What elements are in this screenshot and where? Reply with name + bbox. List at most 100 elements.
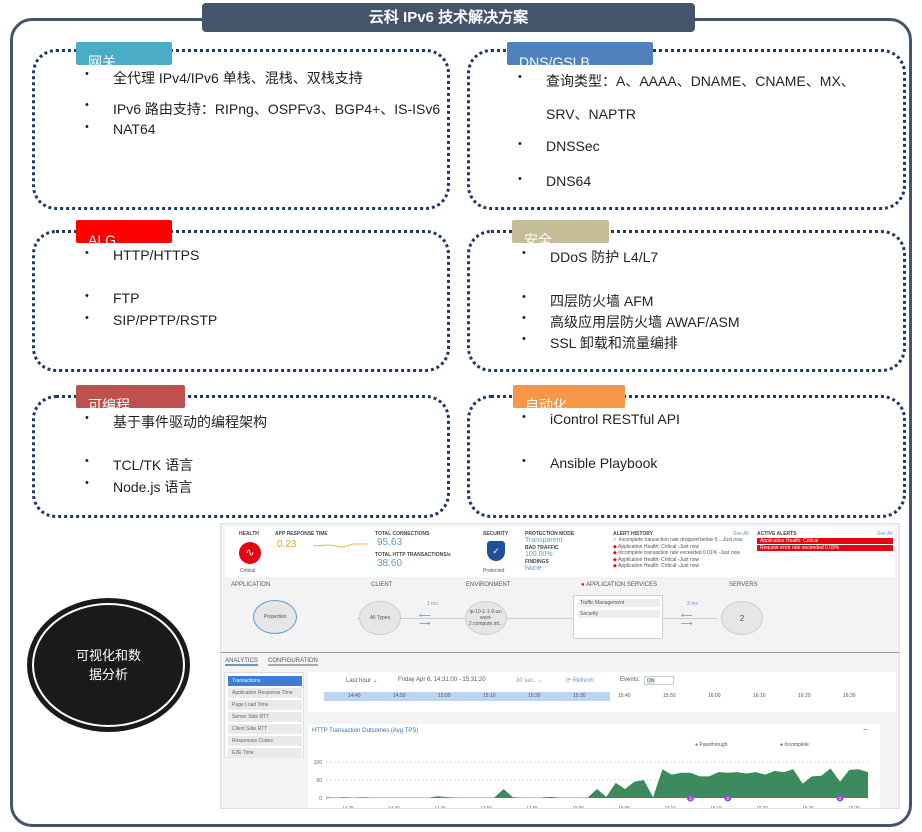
x-tick-label: 14:50 <box>480 805 492 809</box>
chart-title: HTTP Transaction Outcomes (Avg TPS) <box>312 728 419 734</box>
application-heading: APPLICATION <box>231 582 271 588</box>
section-item: • SSL 卸载和流量编排 <box>522 333 678 351</box>
all-types-node[interactable]: All Types <box>359 601 401 635</box>
timeline-tick: 16:10 <box>753 693 766 699</box>
alert-history-item[interactable]: ◆ Application Health: Critical -Just now <box>613 543 700 550</box>
side-item[interactable]: E2E Time <box>228 748 302 758</box>
timeline-tick: 16:30 <box>843 693 856 699</box>
section-item: • DDoS 防护 L4/L7 <box>522 247 659 265</box>
date-range[interactable]: Friday Apr 6, 14:31:00 - 15:31:20 <box>398 677 486 683</box>
protection-mode-label: PROTECTION MODE <box>525 531 575 537</box>
response-label: APP RESPONSE TIME <box>275 531 328 537</box>
timeline-selection[interactable] <box>324 692 610 701</box>
events-toggle[interactable]: ON <box>644 676 674 685</box>
alert-history-item[interactable]: ◆ Application Health: Critical -Just now <box>613 563 700 569</box>
alert-history-item[interactable]: ✓ Incomplete transaction rate dropped be… <box>613 537 743 543</box>
security-item[interactable]: Security <box>578 610 660 618</box>
bad-traffic-value: 100.00% <box>525 551 553 558</box>
range-select[interactable]: Last hour ⌄ <box>346 678 378 684</box>
timeline-tick: 15:30 <box>573 693 586 699</box>
section-item: • 基于事件驱动的编程架构 <box>85 412 267 430</box>
active-alert[interactable]: Application Health: Critical <box>757 538 893 544</box>
connections-label: TOTAL CONNECTIONS <box>375 531 430 537</box>
bullet-icon: • <box>85 455 89 467</box>
tab-analytics[interactable]: ANALYTICS <box>225 658 258 666</box>
y-tick-label: 100 <box>314 760 323 766</box>
bad-traffic-label: BAD TRAFFIC <box>525 545 559 551</box>
shield-icon: ✓ <box>487 541 505 561</box>
x-tick-label: 15:00 <box>572 805 584 809</box>
side-item[interactable]: Responses Codes <box>228 736 302 746</box>
traffic-arrows-icon: ⟵ ⟶ <box>681 611 693 628</box>
x-tick-label: 15:25 <box>802 805 814 809</box>
bullet-icon: • <box>522 247 526 259</box>
event-marker <box>724 794 732 802</box>
bullet-icon: • <box>518 138 522 150</box>
health-label: HEALTH <box>239 531 259 537</box>
bullet-icon: • <box>85 290 89 302</box>
section-programmable <box>32 395 450 518</box>
section-label-alg: ALG <box>76 220 172 243</box>
summary-bar: HEALTH ∿ Critical APP RESPONSE TIME 0.23… <box>225 527 895 577</box>
bullet-icon: • <box>518 71 522 83</box>
timeline-tick: 14:50 <box>393 693 406 699</box>
servers-heading: SERVERS <box>729 582 758 588</box>
http-transactions-label: TOTAL HTTP TRANSACTIONS/s <box>375 552 451 558</box>
alert-history-item[interactable]: ◆ Incomplete transaction rate exceeded 0… <box>613 550 740 556</box>
f5-logo-icon: ● <box>581 582 585 588</box>
client-heading: CLIENT <box>371 582 393 588</box>
servers-node[interactable]: 2 <box>721 601 763 635</box>
alert-history-item[interactable]: ◆ Application Health: Critical -Just now <box>613 556 700 563</box>
topology-link <box>357 618 717 619</box>
section-item: • Ansible Playbook <box>522 455 658 471</box>
bullet-icon: • <box>85 477 89 489</box>
section-security <box>467 230 906 372</box>
latency-servers: 2 ms <box>687 601 698 607</box>
interval-select[interactable]: 30 sec. ⌄ <box>516 678 543 684</box>
findings-label: FINDINGS <box>525 559 549 565</box>
side-item[interactable]: Server Side RTT <box>228 712 302 722</box>
collapse-icon[interactable]: − <box>863 725 868 734</box>
section-item: • DNSSec <box>518 138 600 154</box>
x-tick-label: 14:45 <box>434 805 446 809</box>
section-automation <box>467 395 906 518</box>
section-item: • 高级应用层防火墙 AWAF/ASM <box>522 312 740 330</box>
active-alerts-see-all[interactable]: See All <box>877 531 893 537</box>
timeline-tick: 14:40 <box>348 693 361 699</box>
x-tick-label: 14:35 <box>342 805 354 809</box>
refresh-button[interactable]: ⟳ Refresh <box>566 678 594 684</box>
properties-node[interactable]: Properties <box>253 600 297 634</box>
section-item: • iControl RESTful API <box>522 411 680 427</box>
x-tick-label: 15:20 <box>756 805 768 809</box>
legend-incomplete: ● Incomplete <box>780 742 809 748</box>
section-item: • Node.js 语言 <box>85 477 193 495</box>
environment-node[interactable]: ip-10-1-1-9.us-west-2.compute.int... <box>465 601 507 635</box>
side-item[interactable]: Client Side RTT <box>228 724 302 734</box>
security-label: SECURITY <box>483 531 509 537</box>
alert-history-label: ALERT HISTORY <box>613 531 654 537</box>
y-tick-label: 50 <box>316 778 322 784</box>
y-tick-label: 0 <box>319 796 322 802</box>
timeline-tick: 15:40 <box>618 693 631 699</box>
x-tick-label: 15:30 <box>848 805 860 809</box>
critical-icon: ◆ <box>613 543 617 550</box>
side-item[interactable]: Page Load Time <box>228 700 302 710</box>
active-alert[interactable]: Request error rate exceeded 0.09% <box>757 545 893 551</box>
circle-label: 可视化和数据分析 <box>32 603 185 727</box>
alert-history-see-all[interactable]: See All <box>733 531 749 537</box>
application-services-label: APPLICATION SERVICES <box>585 582 658 588</box>
side-item[interactable]: Application Response Time <box>228 688 302 698</box>
bullet-icon: • <box>522 455 526 467</box>
section-item: • FTP <box>85 290 140 306</box>
bullet-icon: • <box>522 312 526 324</box>
section-item: • 全代理 IPv4/IPv6 单栈、混栈、双栈支持 <box>85 68 363 86</box>
tab-configuration[interactable]: CONFIGURATION <box>268 658 318 666</box>
timeline-tick: 15:20 <box>528 693 541 699</box>
side-item[interactable]: Transactions <box>228 676 302 686</box>
section-label-gateway: 网关 <box>76 42 172 65</box>
analytics-circle: 可视化和数据分析 <box>27 598 190 732</box>
section-item: • 四层防火墙 AFM <box>522 291 654 309</box>
traffic-management-item[interactable]: Traffic Management <box>578 599 660 607</box>
health-status: Critical <box>240 568 256 574</box>
bullet-icon: • <box>85 121 89 133</box>
